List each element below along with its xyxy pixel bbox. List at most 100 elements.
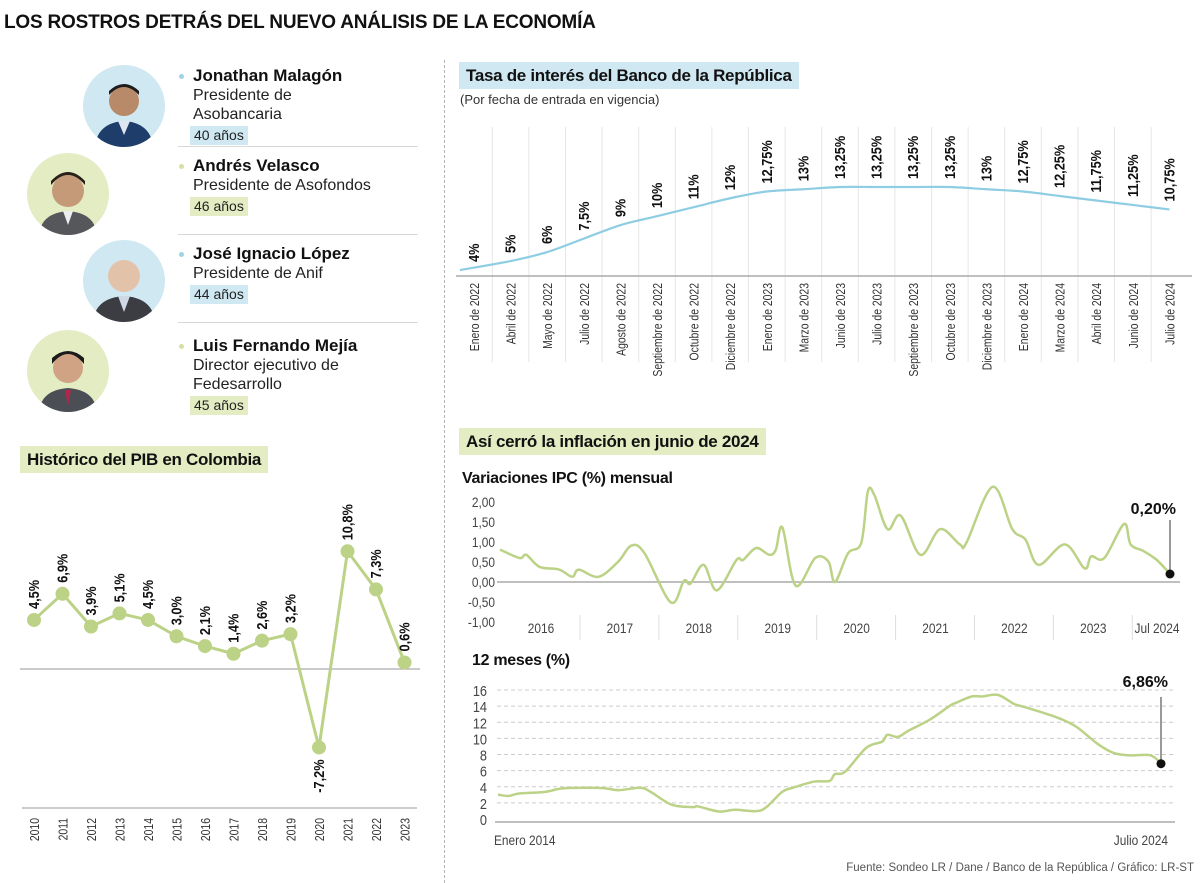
inflation-section-title: Así cerró la inflación en junio de 2024 — [459, 428, 766, 455]
interest-data-label: 13,25% — [904, 136, 921, 179]
x-tick-label: 2017 — [607, 620, 633, 636]
gdp-year-label: 2020 — [313, 818, 327, 842]
person-photo-icon — [95, 84, 153, 147]
x-tick-label: Jul 2024 — [1135, 620, 1180, 636]
interest-date-label: Mayo de 2022 — [541, 283, 555, 349]
page-title: LOS ROSTROS DETRÁS DEL NUEVO ANÁLISIS DE… — [4, 12, 596, 33]
y-tick-label: 2 — [480, 795, 487, 812]
interest-date-label: Agosto de 2022 — [614, 283, 628, 356]
last-value-point — [1156, 759, 1166, 769]
annotation-label: 0,20% — [1131, 501, 1176, 518]
person-role: Presidente de Anif — [193, 265, 323, 282]
interest-date-label: Octubre de 2022 — [688, 283, 702, 360]
last-value-point — [1165, 569, 1175, 579]
interest-data-label: 12,75% — [758, 140, 775, 183]
y-tick-label: 10 — [473, 730, 487, 747]
x-tick-label: 2021 — [922, 620, 948, 636]
person-card: Luis Fernando Mejía Director ejecutivo d… — [178, 336, 418, 415]
y-tick-label: 4 — [480, 779, 487, 796]
person-photo-icon — [39, 351, 97, 412]
interest-date-label: Septiembre de 2023 — [907, 283, 921, 377]
source-note: Fuente: Sondeo LR / Dane / Banco de la R… — [846, 862, 1194, 874]
gdp-year-label: 2015 — [170, 818, 184, 842]
x-tick-label: Julio 2024 — [1114, 832, 1168, 848]
gdp-year-label: 2014 — [142, 818, 156, 842]
annotation-label: 6,86% — [1123, 674, 1168, 691]
interest-date-label: Marzo de 2023 — [797, 283, 811, 353]
y-tick-label: 6 — [480, 763, 487, 780]
y-tick-label: 14 — [473, 698, 487, 715]
interest-data-label: 11,25% — [1124, 154, 1141, 197]
gdp-data-point — [283, 627, 298, 642]
gdp-data-label: 3,9% — [82, 586, 99, 615]
gdp-data-point — [84, 619, 98, 634]
person-age: 45 años — [190, 396, 248, 415]
interest-date-label: Diciembre de 2023 — [980, 283, 994, 371]
gdp-year-label: 2021 — [341, 818, 355, 841]
interest-data-label: 12% — [721, 165, 738, 191]
interest-date-label: Julio de 2022 — [578, 283, 592, 345]
x-tick-label: 2023 — [1080, 620, 1106, 636]
y-tick-label: 16 — [473, 682, 487, 699]
person-name: Jonathan Malagón — [193, 66, 343, 85]
y-tick-label: 1,00 — [472, 534, 495, 550]
interest-series-line — [459, 185, 1170, 272]
x-tick-label: 2018 — [686, 620, 712, 636]
gdp-data-label: 4,5% — [25, 580, 42, 609]
interest-data-label: 12,75% — [1014, 140, 1031, 183]
gdp-data-point — [312, 740, 326, 755]
separator — [178, 146, 418, 147]
interest-date-label: Julio de 2024 — [1163, 283, 1177, 345]
bullet-icon — [179, 74, 184, 79]
avatar — [83, 240, 165, 322]
gdp-data-point — [27, 612, 41, 627]
interest-chart-title: Tasa de interés del Banco de la Repúblic… — [459, 62, 799, 89]
gdp-data-point — [397, 655, 412, 670]
gdp-data-point — [255, 633, 269, 648]
interest-date-label: Octubre de 2023 — [944, 283, 958, 361]
annual-cpi-title: 12 meses (%) — [472, 652, 570, 669]
x-tick-label: 2019 — [764, 620, 790, 636]
gdp-data-point — [141, 612, 155, 627]
gdp-chart-title: Histórico del PIB en Colombia — [20, 446, 269, 473]
interest-data-label: 5% — [502, 235, 519, 253]
x-tick-label: 2020 — [843, 620, 869, 636]
interest-data-label: 13,25% — [831, 136, 848, 179]
gdp-data-label: 2,6% — [253, 601, 270, 630]
person-name: Andrés Velasco — [193, 156, 320, 175]
interest-date-label: Septiembre de 2022 — [651, 283, 665, 377]
bullet-icon — [179, 164, 184, 169]
interest-date-label: Abril de 2022 — [505, 283, 519, 344]
person-age: 44 años — [190, 285, 248, 304]
gdp-data-label: 6,9% — [53, 554, 70, 583]
x-tick-label: 2016 — [528, 620, 554, 636]
interest-data-label: 7,5% — [575, 202, 592, 231]
gdp-data-label: 1,4% — [224, 614, 241, 643]
avatar — [27, 153, 109, 235]
person-card: Andrés Velasco Presidente de Asofondos 4… — [178, 156, 418, 216]
avatar — [27, 330, 109, 412]
interest-date-label: Diciembre de 2022 — [724, 283, 738, 370]
y-tick-label: 1,50 — [472, 514, 495, 530]
person-role: Director ejecutivo de Fedesarrollo — [193, 357, 339, 393]
person-age: 46 años — [190, 197, 248, 216]
interest-date-label: Enero de 2023 — [761, 283, 775, 352]
y-tick-label: 12 — [473, 714, 487, 731]
gdp-data-point — [369, 582, 383, 597]
gdp-data-point — [55, 586, 70, 601]
gdp-data-label: 4,5% — [139, 580, 156, 609]
person-role: Presidente de Asobancaria — [193, 87, 292, 123]
interest-data-label: 10,75% — [1160, 158, 1177, 201]
gdp-year-label: 2010 — [28, 818, 42, 842]
gdp-data-point — [198, 639, 212, 654]
gdp-series-line — [32, 549, 406, 749]
gdp-data-point — [169, 629, 184, 644]
interest-data-label: 13,25% — [941, 136, 958, 179]
interest-date-label: Junio de 2024 — [1127, 283, 1141, 349]
interest-date-label: Enero de 2024 — [1017, 283, 1031, 352]
person-card: José Ignacio López Presidente de Anif 44… — [178, 244, 418, 304]
interest-data-label: 12,25% — [1051, 145, 1068, 188]
interest-data-label: 13% — [794, 156, 811, 182]
y-tick-label: 0,50 — [472, 554, 495, 570]
gdp-data-point — [112, 606, 127, 621]
